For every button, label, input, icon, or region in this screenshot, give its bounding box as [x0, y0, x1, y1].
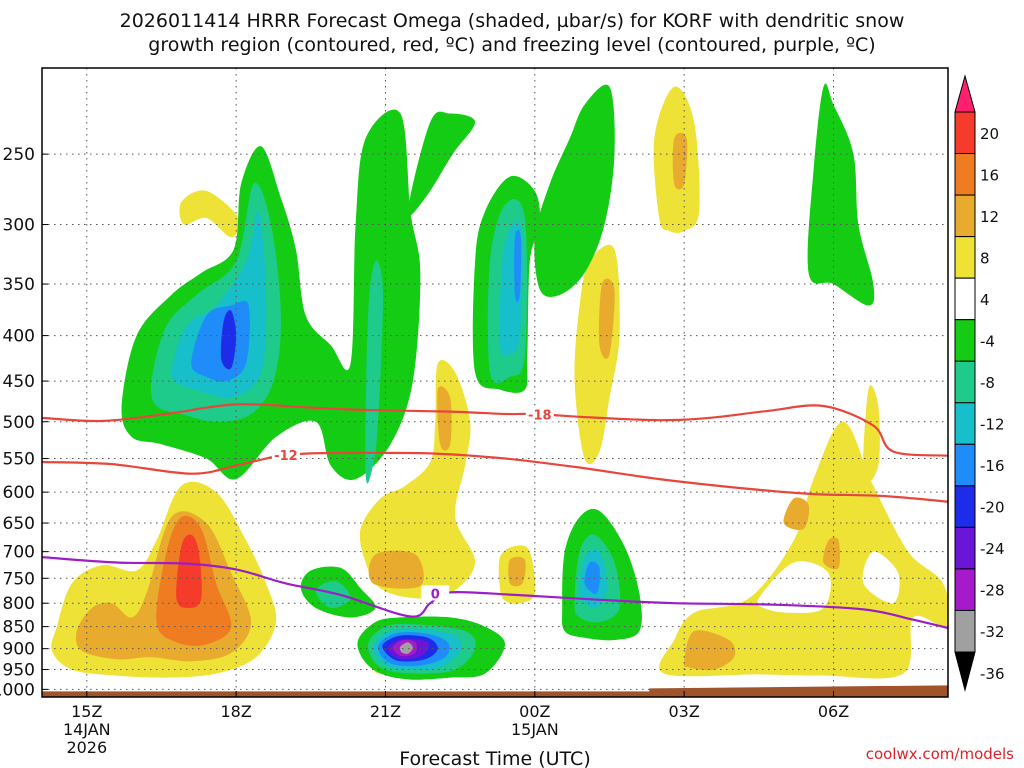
colorbar-label-9: -20 [980, 499, 1005, 517]
omega-region-10 [508, 556, 526, 587]
omega-region-15 [659, 421, 948, 679]
x-tick-label-0-2: 2026 [66, 738, 107, 757]
y-tick-label-650: 650 [3, 514, 35, 534]
y-tick-label-800: 800 [3, 594, 35, 614]
y-tick-label-300: 300 [3, 216, 35, 236]
colorbar-swatch-8 [954, 443, 976, 487]
omega-region-40 [584, 561, 601, 594]
contour-label-bg-0 [421, 585, 450, 601]
colorbar-label-1: 16 [980, 166, 999, 184]
x-tick-label-15-0: 06Z [818, 702, 849, 721]
colorbar-label-3: 8 [980, 249, 990, 267]
contour-label-bg--12 [271, 447, 300, 463]
omega-region-20 [683, 630, 736, 671]
colorbar-label-0: 20 [980, 125, 999, 143]
colorbar-label-6: -8 [980, 374, 995, 392]
y-tick-label-700: 700 [3, 543, 35, 563]
omega-region-18 [783, 497, 810, 531]
y-tick-label-1000: 1000 [0, 680, 35, 700]
omega-region-3 [176, 534, 202, 609]
omega-region-14 [672, 132, 688, 190]
colorbar-swatch-0 [954, 111, 976, 155]
colorbar-label-5: -4 [980, 332, 995, 350]
x-tick-label-9-0: 00Z [519, 702, 550, 721]
colorbar-label-2: 12 [980, 208, 999, 226]
colorbar-swatch-6 [954, 360, 976, 404]
chart-title-line-2: growth region (contoured, red, ºC) and f… [148, 34, 876, 56]
colorbar-label-7: -12 [980, 416, 1005, 434]
colorbar-swatch-5 [954, 319, 976, 362]
x-tick-label-12-0: 03Z [669, 702, 700, 721]
contour-label-0: 0 [431, 587, 440, 602]
y-tick-label-550: 550 [3, 450, 35, 470]
y-tick-label-950: 950 [3, 661, 35, 681]
colorbar-top-arrow [954, 74, 976, 113]
colorbar-swatch-7 [954, 402, 976, 445]
y-tick-label-500: 500 [3, 413, 35, 433]
x-tick-label-6-0: 21Z [370, 702, 401, 721]
colorbar-swatch-12 [954, 609, 976, 653]
y-tick-label-400: 400 [3, 327, 35, 347]
colorbar: 20 16 12 8 4 -4 -8 -12 -16 -20 -24 -28 -32 -36 [954, 74, 1005, 692]
gridlines [42, 68, 948, 697]
colorbar-label-13: -36 [980, 665, 1005, 683]
omega-region-48 [399, 642, 413, 655]
omega-region-27 [365, 260, 384, 484]
surface-terrain [42, 685, 948, 697]
x-axis-label: Forecast Time (UTC) [399, 748, 590, 768]
contour-label-bg--18 [525, 406, 554, 422]
omega-region-28 [407, 111, 476, 217]
omega-region-32 [514, 230, 522, 303]
plot-area: -18 -12 0 [42, 68, 948, 697]
colorbar-bottom-arrow [954, 651, 976, 692]
y-tick-label-350: 350 [3, 275, 35, 295]
watermark: coolwx.com/models [865, 745, 1014, 763]
y-tick-label-600: 600 [3, 483, 35, 503]
contour-label--18: -18 [528, 409, 552, 424]
x-tick-label-0-0: 15Z [71, 702, 102, 721]
colorbar-label-12: -32 [980, 623, 1005, 641]
omega-region-21 [863, 385, 880, 485]
colorbar-label-4: 4 [980, 291, 990, 309]
x-tick-label-3-0: 18Z [220, 702, 251, 721]
omega-region-19 [823, 537, 841, 570]
colorbar-label-10: -24 [980, 540, 1005, 558]
omega-region-7 [368, 550, 424, 589]
y-tick-label-250: 250 [3, 145, 35, 165]
x-tick-label-0-1: 14JAN [63, 720, 111, 739]
omega-region-17 [862, 551, 900, 604]
omega-region-33 [534, 84, 615, 297]
x-tick-label-9-1: 15JAN [511, 720, 559, 739]
omega-region-12 [599, 278, 615, 359]
omega-region-25 [191, 300, 250, 382]
colorbar-swatch-11 [954, 568, 976, 611]
colorbar-swatch-9 [954, 485, 976, 528]
y-tick-label-450: 450 [3, 372, 35, 392]
chart-title-line-1: 2026011414 HRRR Forecast Omega (shaded, … [119, 10, 905, 32]
colorbar-swatch-4 [954, 277, 976, 321]
omega-region-6 [437, 386, 452, 451]
y-tick-label-750: 750 [3, 569, 35, 589]
colorbar-label-11: -28 [980, 582, 1005, 600]
colorbar-swatch-2 [954, 194, 976, 238]
y-tick-label-900: 900 [3, 640, 35, 660]
colorbar-swatch-3 [954, 236, 976, 279]
plot-frame [41, 67, 949, 698]
colorbar-swatch-10 [954, 526, 976, 570]
contour-label--12: -12 [274, 449, 298, 464]
omega-region-4 [179, 190, 240, 238]
omega-region-16 [756, 561, 831, 613]
y-tick-label-850: 850 [3, 618, 35, 638]
omega-region-34 [807, 83, 875, 306]
colorbar-label-8: -16 [980, 457, 1005, 475]
omega-region-36 [315, 580, 351, 609]
colorbar-swatch-1 [954, 153, 976, 196]
omega-region-26 [220, 310, 237, 370]
contour--12 [42, 451, 948, 503]
